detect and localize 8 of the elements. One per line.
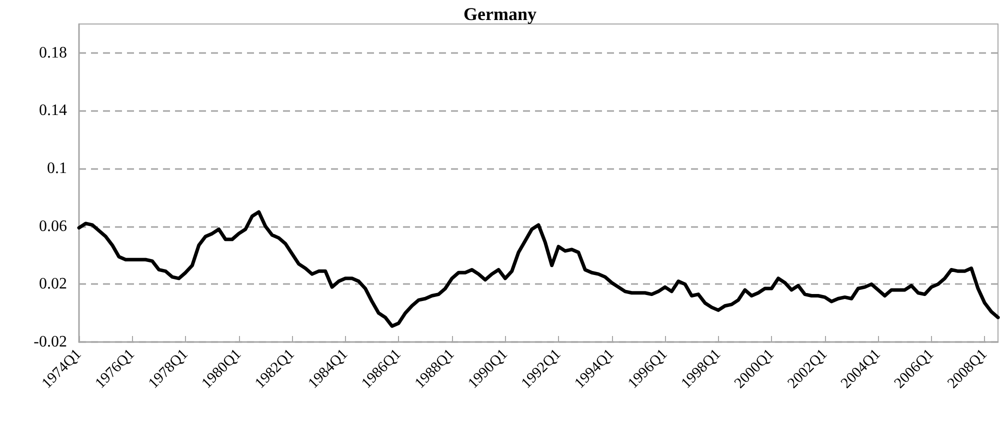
y-tick-label: 0.06 [39, 218, 67, 235]
y-tick-label: 0.02 [39, 276, 67, 293]
y-tick-label: 0.14 [39, 102, 67, 120]
line-series [77, 210, 1000, 328]
y-tick-label: 0.18 [39, 44, 67, 62]
y-tick-label: -0.02 [34, 334, 67, 350]
y-tick-label: 0.1 [47, 160, 67, 178]
chart-title: Germany [464, 4, 536, 24]
